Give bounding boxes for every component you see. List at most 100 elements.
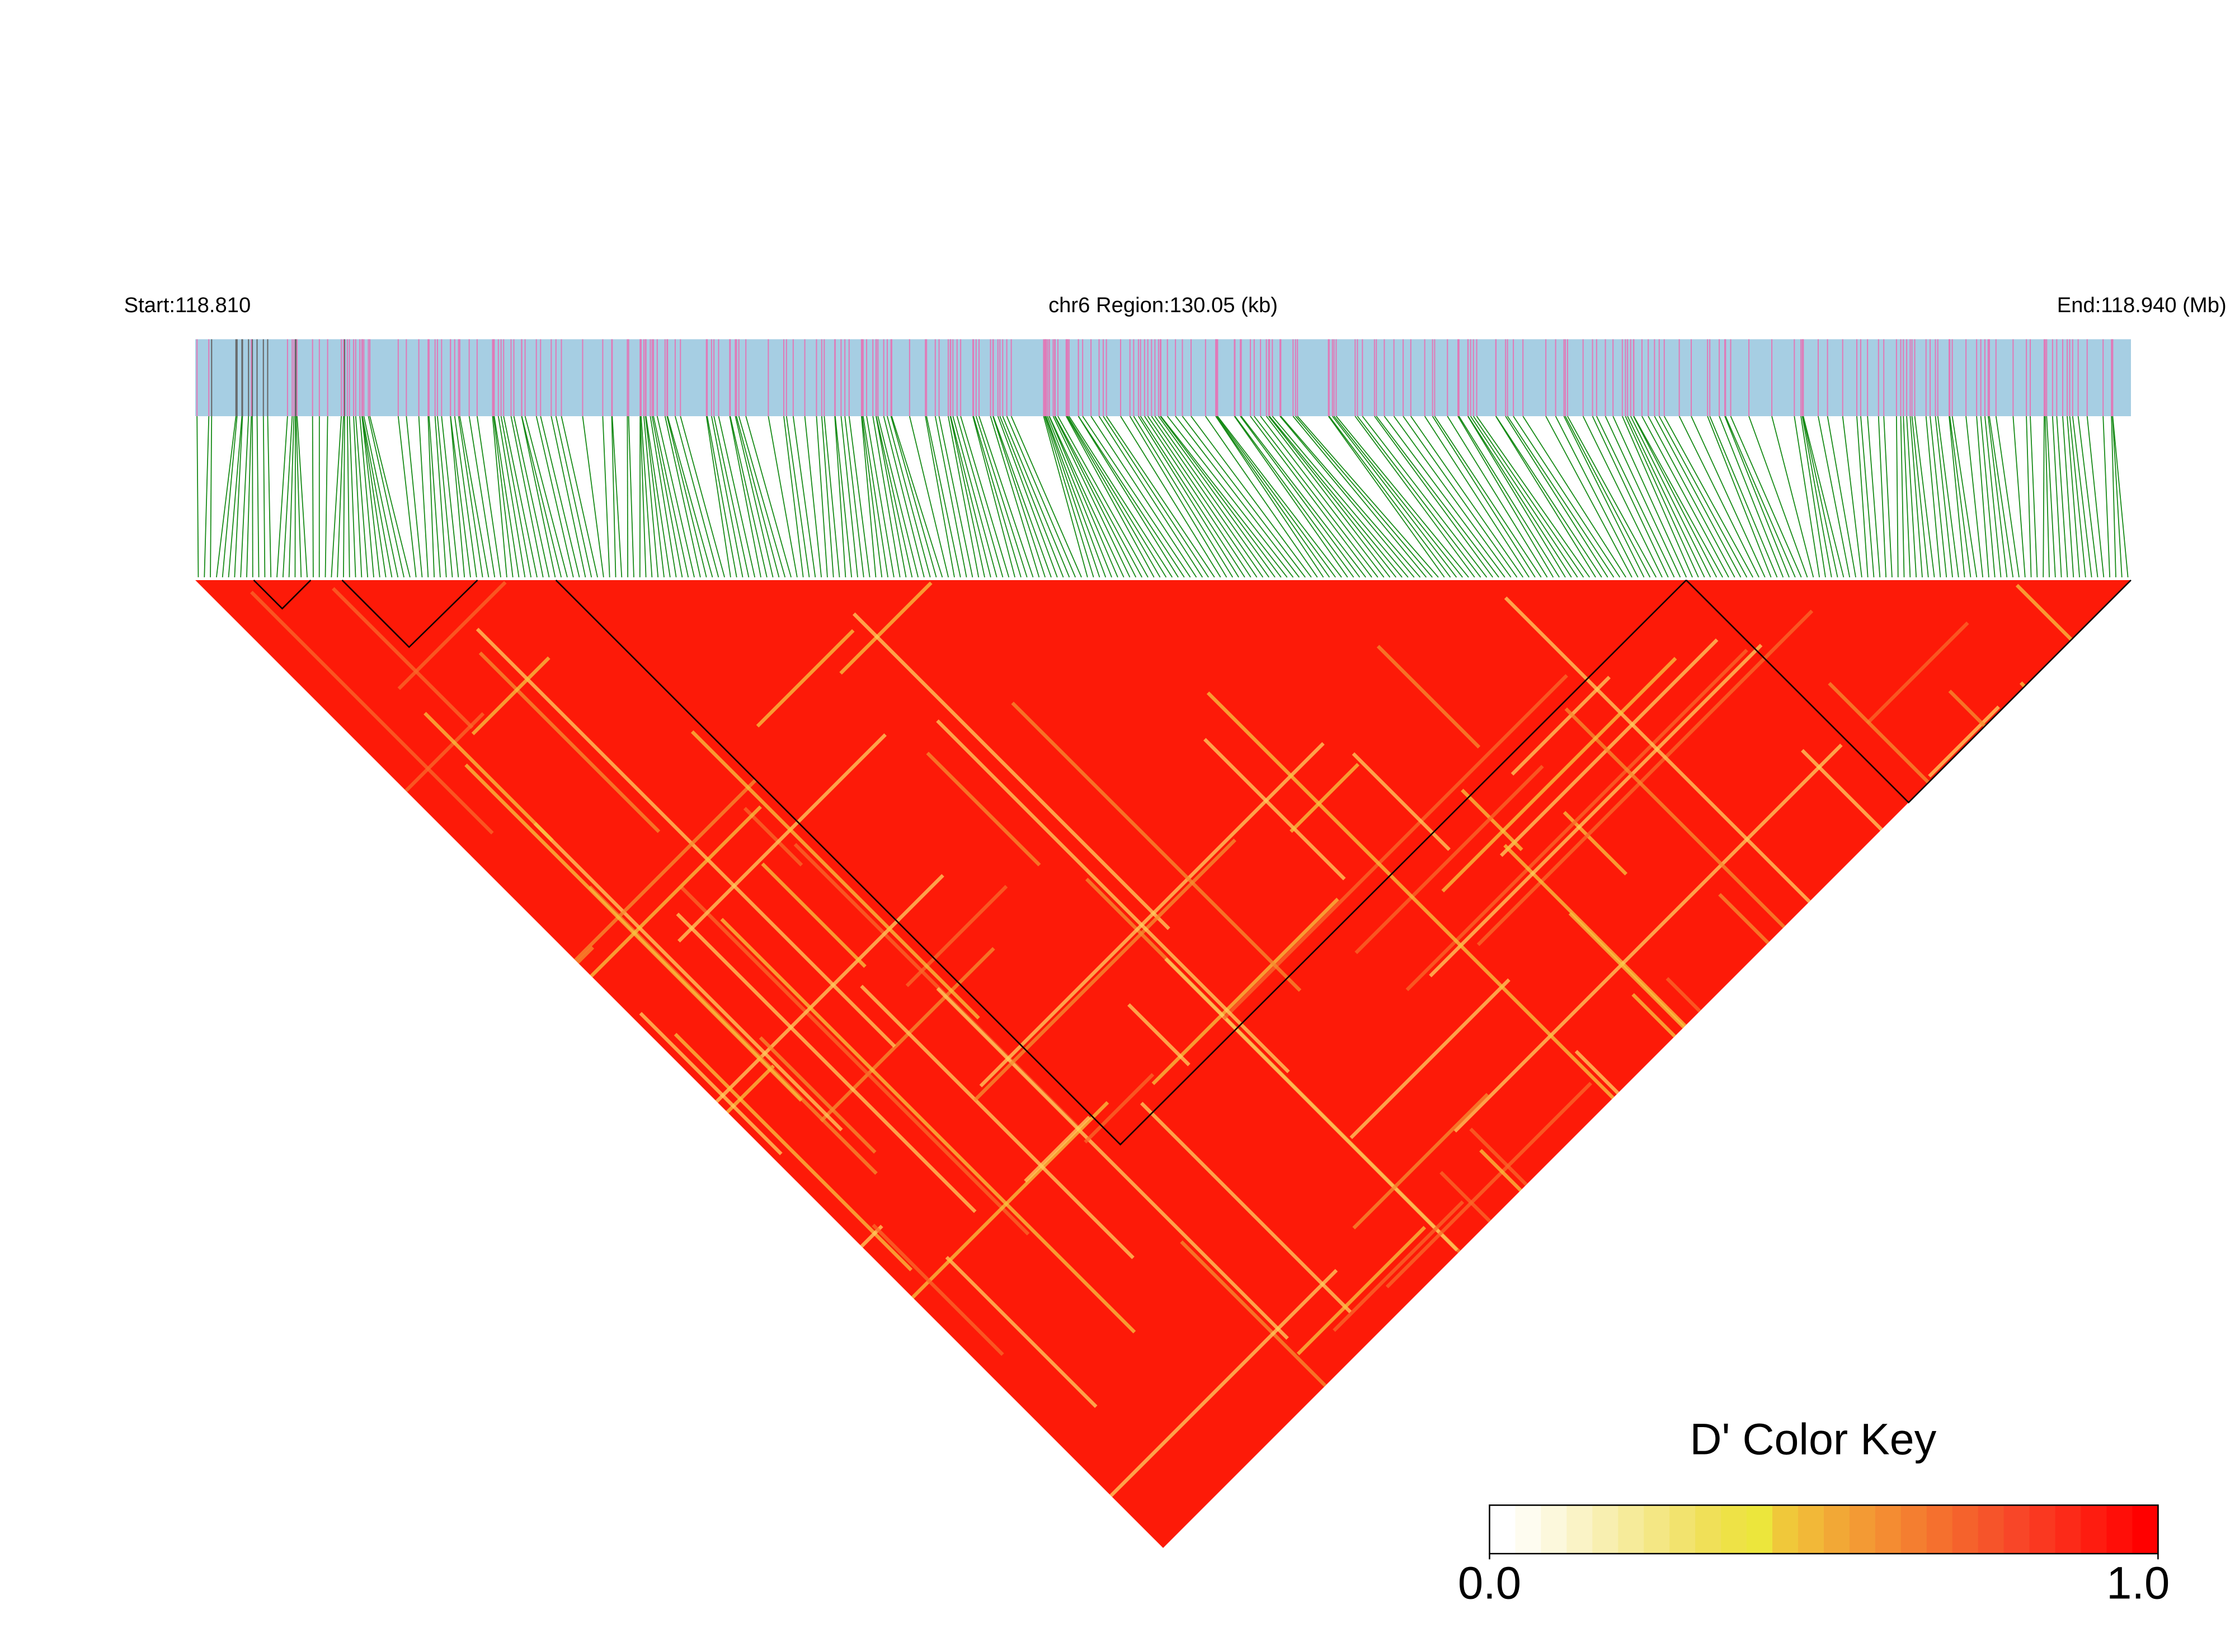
snp-connector [952, 416, 997, 578]
snp-connector [876, 416, 913, 578]
color-key-swatch [1695, 1505, 1722, 1554]
color-key-swatch [1772, 1505, 1799, 1554]
snp-connector [934, 416, 967, 578]
ld-streak [2019, 681, 2112, 774]
snp-connector [840, 416, 858, 577]
snp-connector [844, 416, 864, 578]
snp-connector [1949, 416, 1971, 578]
snp-connector [1654, 416, 1742, 578]
snp-connector [1648, 416, 1735, 578]
snp-connector [876, 416, 907, 578]
snp-connector [510, 416, 544, 578]
snp-connector [1612, 416, 1687, 578]
color-key-swatch [1721, 1505, 1748, 1554]
ld-streak [1476, 609, 1814, 947]
snp-connector [1234, 416, 1348, 578]
snp-connector [718, 416, 756, 578]
snp-connector [804, 416, 822, 577]
snp-connector [1505, 416, 1608, 578]
snp-connector [1965, 416, 1983, 577]
snp-connector [1160, 416, 1288, 578]
snp-connector [1002, 416, 1070, 578]
snp-connector [1555, 416, 1639, 578]
ld-streak [424, 712, 554, 842]
snp-connector [521, 416, 556, 578]
snp-connector [1328, 416, 1445, 578]
snp-connector [1250, 416, 1372, 578]
snp-connector [925, 416, 955, 578]
snp-connector [1867, 416, 1881, 577]
snp-connector [240, 416, 250, 577]
snp-connector [2102, 416, 2111, 577]
snp-connector [1896, 416, 1899, 577]
snp-connector [641, 416, 653, 577]
ld-streak [1976, 873, 2098, 996]
snp-connector [2026, 416, 2032, 577]
ld-streak [1405, 648, 1748, 991]
snp-connector [1976, 416, 1989, 577]
snp-connector [1048, 416, 1124, 578]
snp-connector [651, 416, 683, 578]
snp-connector [973, 416, 1022, 578]
snp-connector [1158, 416, 1276, 578]
snp-connector [346, 416, 350, 577]
snp-connector [711, 416, 744, 578]
snp-connector [1470, 416, 1578, 578]
ld-streak [690, 730, 980, 1020]
snp-bar [195, 339, 2132, 416]
snp-connector [361, 416, 393, 578]
ld-streak [580, 1225, 883, 1528]
ld-streak [357, 1159, 572, 1374]
snp-connector [1167, 416, 1294, 578]
snp-connector [493, 416, 514, 578]
snp-connector [1980, 416, 1996, 577]
snp-connector [1240, 416, 1361, 578]
snp-connector [1268, 416, 1397, 578]
color-key-swatch [1747, 1505, 1773, 1554]
snp-connector [1006, 416, 1076, 578]
color-key-swatch [1515, 1505, 1542, 1554]
snp-connector [1410, 416, 1524, 578]
snp-connector [872, 416, 901, 578]
ld-streak [1333, 1200, 1465, 1332]
snp-connector [1707, 416, 1772, 578]
block-outline [1686, 580, 2132, 804]
snp-connector [887, 416, 931, 578]
snp-connector [256, 416, 260, 577]
snp-connector [361, 416, 387, 578]
ld-streak [364, 1065, 775, 1476]
snp-connector [1803, 416, 1845, 578]
snp-connector [1658, 416, 1748, 578]
snp-connector [1048, 416, 1118, 578]
snp-connector [1280, 416, 1421, 578]
ld-streak [1461, 788, 1523, 851]
ld-streak [1918, 910, 2132, 1219]
snp-connector [497, 416, 526, 578]
snp-connector [824, 416, 840, 577]
snp-connector [361, 416, 380, 578]
ld-streak [352, 1150, 457, 1254]
ld-streak [1696, 1001, 1955, 1260]
snp-connector [656, 416, 695, 578]
ld-streak [973, 839, 1236, 1102]
snp-connector [521, 416, 562, 578]
snp-connector [2012, 416, 2026, 577]
snp-connector [1043, 416, 1088, 578]
snp-connector [890, 416, 937, 578]
snp-connector [938, 416, 973, 578]
snp-connector [1467, 416, 1572, 578]
snp-connector [343, 416, 345, 577]
snp-connector [359, 416, 374, 577]
snp-connector [1458, 416, 1560, 578]
snp-connector [1354, 416, 1475, 578]
ld-streak [720, 917, 1136, 1334]
snp-connector [1794, 416, 1820, 578]
snp-connector [493, 416, 520, 578]
snp-connector [2112, 416, 2123, 577]
snp-connector [1332, 416, 1457, 578]
snp-connector [1046, 416, 1107, 578]
snp-connector [1133, 416, 1234, 578]
snp-connector [821, 416, 834, 577]
snp-connector [295, 416, 302, 577]
snp-connector [1424, 416, 1530, 578]
